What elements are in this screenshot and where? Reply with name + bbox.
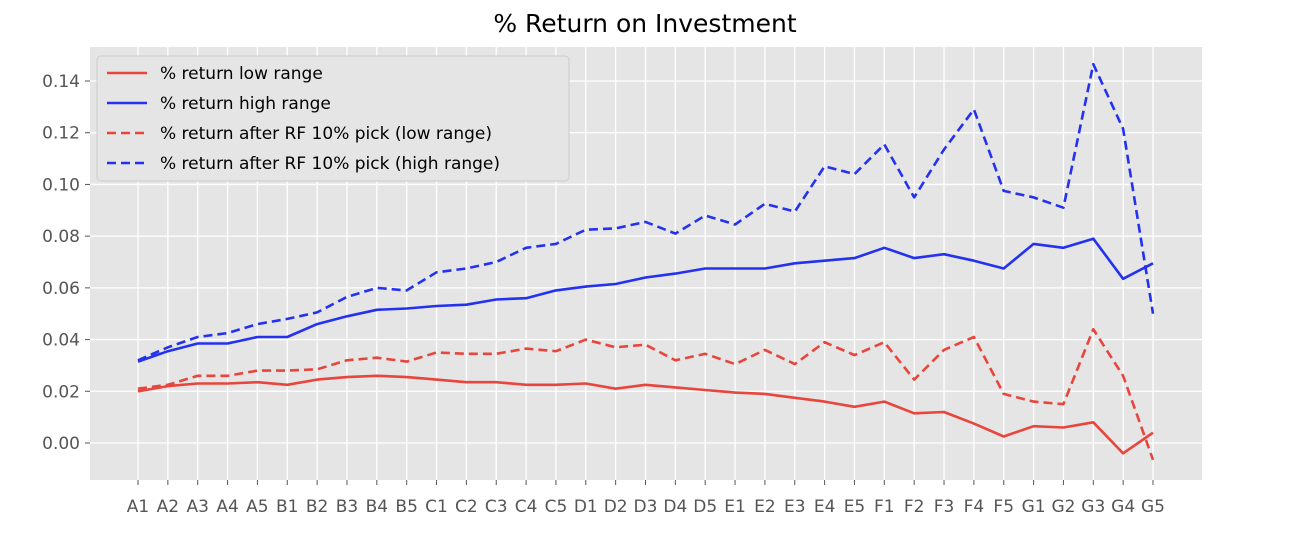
y-tick-label: 0.04 — [42, 331, 80, 351]
x-tick-label: D2 — [604, 497, 628, 517]
x-tick-label: B3 — [336, 497, 358, 517]
x-tick-label: G3 — [1081, 497, 1105, 517]
x-tick-label: E2 — [754, 497, 776, 517]
x-tick-label: C1 — [425, 497, 448, 517]
x-tick-label: G2 — [1051, 497, 1075, 517]
x-tick-label: E5 — [844, 497, 866, 517]
x-axis: A1 A2 A3 A4 A5 B1 B2 B3 B4 B5 C1 C2 C3 C4 C5 D1 D2 D3 D4 D5… — [127, 480, 1165, 517]
series-line-2 — [137, 237, 1154, 363]
x-tick-label: A2 — [157, 497, 179, 517]
series-line-1 — [137, 374, 1154, 455]
x-tick-label: B4 — [366, 497, 388, 517]
x-tick-label: C4 — [515, 497, 538, 517]
chart-title: % Return on Investment — [493, 9, 796, 38]
y-tick-label: 0.02 — [42, 382, 80, 402]
legend: % return low range % return high range % r… — [96, 55, 570, 182]
x-tick-label: B5 — [395, 497, 417, 517]
x-tick-label: G4 — [1111, 497, 1135, 517]
x-tick-label: G1 — [1022, 497, 1046, 517]
y-tick-label: 0.10 — [42, 175, 80, 195]
legend-box — [96, 55, 570, 182]
y-axis: 0.00 0.02 0.04 0.06 0.08 0.10 0.12 0.14 — [42, 72, 90, 454]
x-tick-label: D5 — [693, 497, 717, 517]
y-tick-label: 0.00 — [42, 434, 80, 454]
x-tick-label: A5 — [246, 497, 268, 517]
x-tick-label: C2 — [455, 497, 478, 517]
x-tick-label: F2 — [904, 497, 925, 517]
x-tick-label: C5 — [545, 497, 568, 517]
x-tick-label: B1 — [276, 497, 298, 517]
x-tick-label: A4 — [216, 497, 238, 517]
legend-label-2: % return high range — [160, 94, 331, 114]
x-tick-label: A3 — [186, 497, 208, 517]
x-tick-label: E3 — [784, 497, 806, 517]
x-tick-label: F5 — [993, 497, 1014, 517]
series-line-3 — [137, 327, 1155, 461]
y-tick-label: 0.06 — [42, 279, 80, 299]
x-tick-label: E4 — [814, 497, 836, 517]
x-tick-label: G5 — [1141, 497, 1165, 517]
x-tick-label: C3 — [485, 497, 508, 517]
series-line-4 — [137, 62, 1155, 362]
x-tick-label: D1 — [574, 497, 598, 517]
x-tick-label: D3 — [634, 497, 658, 517]
series-lines — [137, 62, 1155, 461]
x-tick-label: B2 — [306, 497, 328, 517]
y-tick-label: 0.08 — [42, 227, 80, 247]
legend-label-1: % return low range — [160, 64, 323, 84]
x-tick-label: F4 — [964, 497, 985, 517]
x-tick-label: F1 — [874, 497, 895, 517]
y-tick-label: 0.14 — [42, 72, 80, 92]
x-tick-label: E1 — [724, 497, 746, 517]
x-tick-label: A1 — [127, 497, 149, 517]
legend-label-4: % return after RF 10% pick (high range) — [160, 154, 500, 174]
legend-label-3: % return after RF 10% pick (low range) — [160, 124, 492, 144]
x-tick-label: D4 — [663, 497, 687, 517]
y-tick-label: 0.12 — [42, 124, 80, 144]
x-tick-label: F3 — [934, 497, 955, 517]
